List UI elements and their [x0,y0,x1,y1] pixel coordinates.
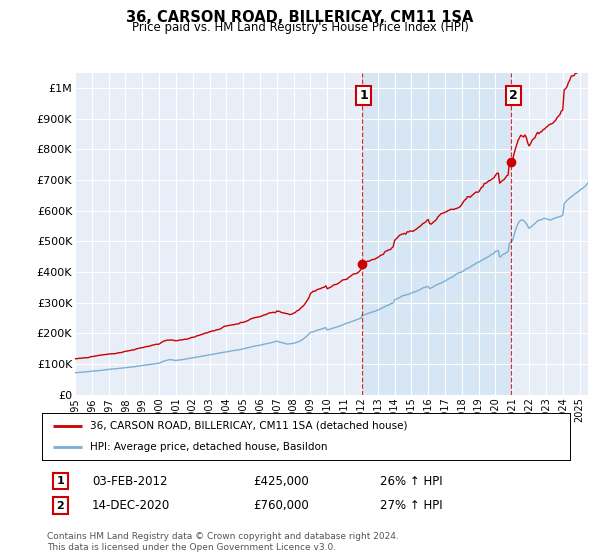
Text: 14-DEC-2020: 14-DEC-2020 [92,500,170,512]
Text: 1: 1 [56,476,64,486]
Bar [362,73,511,395]
Text: 1: 1 [359,89,368,102]
Text: 03-FEB-2012: 03-FEB-2012 [92,474,167,488]
Text: £425,000: £425,000 [253,474,309,488]
Text: Price paid vs. HM Land Registry's House Price Index (HPI): Price paid vs. HM Land Registry's House … [131,21,469,34]
Text: £760,000: £760,000 [253,500,309,512]
Text: 27% ↑ HPI: 27% ↑ HPI [380,500,443,512]
Text: 2: 2 [509,89,518,102]
Text: 36, CARSON ROAD, BILLERICAY, CM11 1SA (detached house): 36, CARSON ROAD, BILLERICAY, CM11 1SA (d… [89,421,407,431]
Text: Contains HM Land Registry data © Crown copyright and database right 2024.
This d: Contains HM Land Registry data © Crown c… [47,532,399,552]
Text: 26% ↑ HPI: 26% ↑ HPI [380,474,443,488]
Text: 2: 2 [56,501,64,511]
Text: HPI: Average price, detached house, Basildon: HPI: Average price, detached house, Basi… [89,442,327,452]
Text: 36, CARSON ROAD, BILLERICAY, CM11 1SA: 36, CARSON ROAD, BILLERICAY, CM11 1SA [127,10,473,25]
